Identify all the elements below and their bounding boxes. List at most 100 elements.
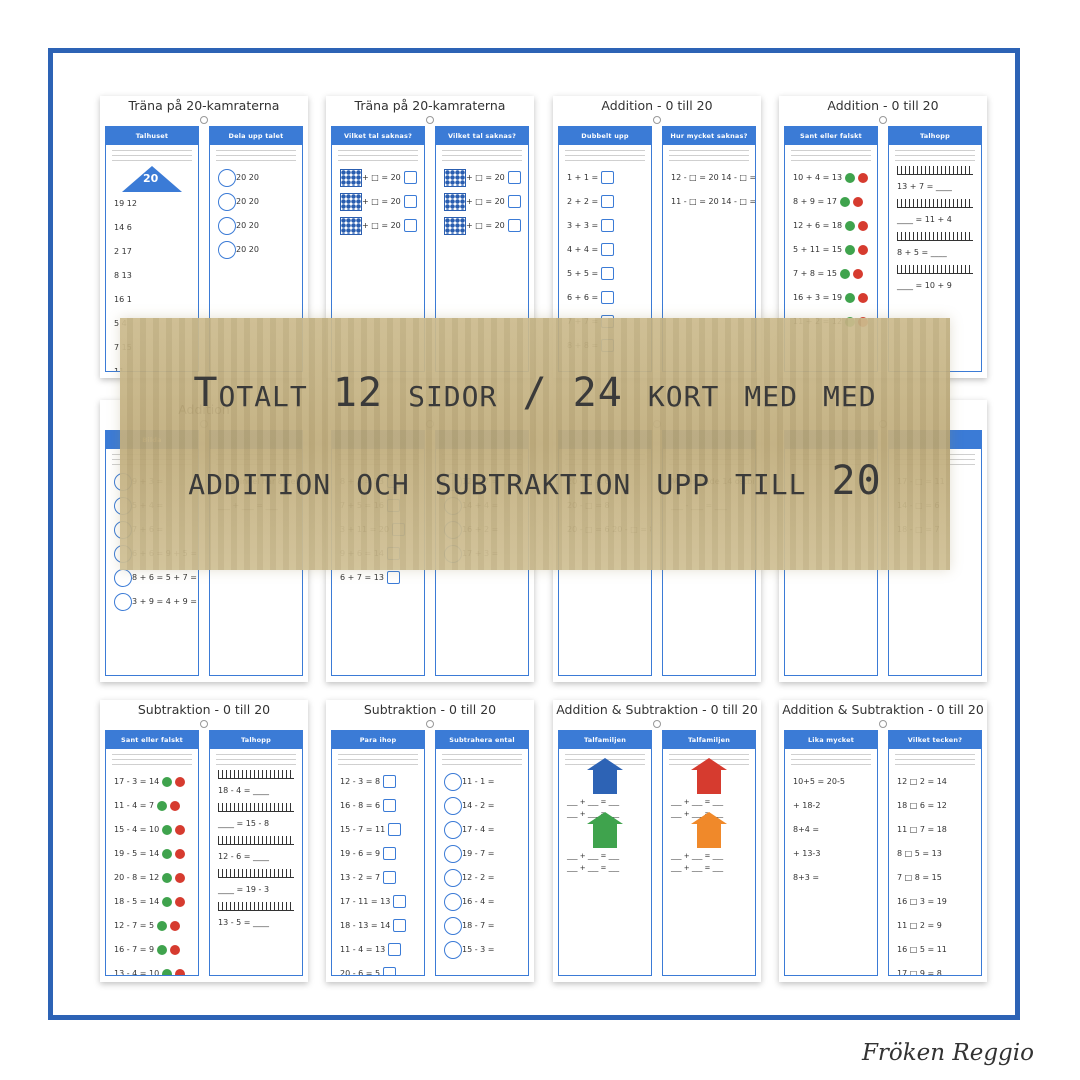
equation-text: + □ = 20: [362, 173, 401, 182]
equation-text: 20 20: [236, 245, 259, 254]
equation-row: 7 + 8 = 15: [785, 262, 877, 286]
equation-row: 17 - 11 = 13: [332, 890, 424, 914]
card-heading: Dubbelt upp: [559, 127, 651, 145]
worksheet-page: Subtraktion - 0 till 20 Sant eller falskt…: [100, 700, 308, 982]
answer-box: [393, 895, 407, 908]
equation-row: 11 - 4 = 13: [332, 938, 424, 962]
true-badge: [162, 968, 173, 975]
number-bond: [444, 844, 462, 863]
equation-row: 18 □ 6 = 12: [889, 794, 981, 818]
brand-signature: Fröken Reggio: [861, 1040, 1034, 1066]
equation-text: 20 20: [236, 173, 259, 182]
equation-text: 3 + 3 =: [567, 221, 599, 230]
equation-text: ____ = 19 - 3: [218, 885, 270, 894]
equation-row: + □ = 20: [436, 214, 528, 238]
equation-row: 8+4 =: [785, 818, 877, 842]
house-roof: [691, 758, 727, 770]
punch-hole: [426, 720, 434, 728]
card-instructions: [669, 148, 749, 162]
number-line: [897, 232, 973, 241]
equation-text: 11 - 4 = 13: [340, 945, 386, 954]
equation-row: 16 - 4 =: [436, 890, 528, 914]
page-title: Addition & Subtraktion - 0 till 20: [782, 702, 984, 717]
equation-row: 10+5 = 20-5: [785, 770, 877, 794]
answer-box: [386, 571, 400, 584]
number-bond: [444, 796, 462, 815]
equation-text: 19 - 7 =: [462, 849, 495, 858]
equation-text: 5 + 5 =: [567, 269, 599, 278]
number-bond: [444, 892, 462, 911]
equation-row: 12 □ 2 = 14: [889, 770, 981, 794]
card-heading: Lika mycket: [785, 731, 877, 749]
page-title: Subtraktion - 0 till 20: [363, 702, 497, 717]
house-roof: 20: [122, 166, 182, 192]
equation-text: 14 - 2 =: [462, 801, 495, 810]
number-bond: [218, 168, 236, 187]
equation-row: 8 + 9 = 17: [785, 190, 877, 214]
house-roof: [691, 812, 727, 824]
true-badge: [157, 944, 168, 955]
equation-text: 1 + 1 =: [567, 173, 599, 182]
equation-row: 11 - 4 = 7: [106, 794, 198, 818]
page-title: Addition - 0 till 20: [827, 98, 939, 113]
ten-frame: [340, 168, 362, 187]
equation-text: 18 - 13 = 14: [340, 921, 391, 930]
equation-text: 12 - 3 = 8: [340, 777, 381, 786]
equation-row: 6 + 7 = 13: [332, 566, 424, 590]
equation-text: 12 - □ = 20 14 - □ = 20: [671, 173, 756, 182]
equation-text: 12 - 7 = 5: [114, 921, 155, 930]
card-instructions: [216, 148, 296, 162]
card-heading: Sant eller falskt: [785, 127, 877, 145]
equation-row: ___ + ___ = ___: [671, 864, 724, 872]
equation-row: 16 □ 3 = 19: [889, 890, 981, 914]
card-instructions: [791, 752, 871, 766]
equation-row: 4 + 4 =: [559, 238, 651, 262]
answer-box: [383, 775, 397, 788]
equation-row: 20 - 6 = 5: [332, 962, 424, 976]
equation-row: + 13-3: [785, 842, 877, 866]
equation-row: + □ = 20: [436, 166, 528, 190]
true-badge: [162, 872, 173, 883]
true-badge: [839, 196, 850, 207]
equation-row: 11 - 1 =: [436, 770, 528, 794]
equation-row: 20 20: [210, 190, 302, 214]
false-badge: [175, 824, 186, 835]
punch-hole: [426, 116, 434, 124]
equation-row: 16 1: [106, 288, 198, 312]
house-roof: [587, 812, 623, 824]
equation-row: 7 □ 8 = 15: [889, 866, 981, 890]
equation-row: 6 + 6 =: [559, 286, 651, 310]
equation-text: 6 + 7 = 13: [340, 573, 384, 582]
card-instructions: [565, 148, 645, 162]
equation-row: 16 - 8 = 6: [332, 794, 424, 818]
equation-row: 12 - 6 = ____: [210, 845, 302, 869]
card-heading: Talfamiljen: [663, 731, 755, 749]
equation-text: + □ = 20: [466, 197, 505, 206]
punch-hole: [879, 720, 887, 728]
equation-row: 20 20: [210, 214, 302, 238]
equation-text: 20 - 6 = 5: [340, 969, 381, 976]
equation-row: 13 - 5 = ____: [210, 911, 302, 935]
number-line: [218, 770, 294, 779]
equation-row: 19 12: [106, 192, 198, 216]
equation-text: 17 - 4 =: [462, 825, 495, 834]
equation-text: 17 □ 9 = 8: [897, 969, 942, 976]
number-bond: [218, 216, 236, 235]
equation-row: 3 + 9 = 4 + 9 =: [106, 590, 198, 614]
equation-row: 16 □ 5 = 11: [889, 938, 981, 962]
card-heading: Para ihop: [332, 731, 424, 749]
answer-box: [507, 171, 521, 184]
equation-row: 19 - 5 = 14: [106, 842, 198, 866]
equation-row: 18 - 7 =: [436, 914, 528, 938]
equation-row: 12 - 2 =: [436, 866, 528, 890]
equation-row: 8 □ 5 = 13: [889, 842, 981, 866]
banner-line-2: addition och subtraktion upp till 20: [188, 458, 882, 504]
equation-row: 18 - 13 = 14: [332, 914, 424, 938]
equation-text: 8 □ 5 = 13: [897, 849, 942, 858]
answer-box: [601, 195, 615, 208]
equation-row: ___ + ___ = ___: [671, 798, 724, 806]
card-instructions: [442, 752, 522, 766]
equation-text: 12 - 6 = ____: [218, 852, 270, 861]
card-heading: Vilket tecken?: [889, 731, 981, 749]
task-card: Talfamiljen ___ + ___ = ___ ___ + ___ = __…: [558, 730, 652, 976]
